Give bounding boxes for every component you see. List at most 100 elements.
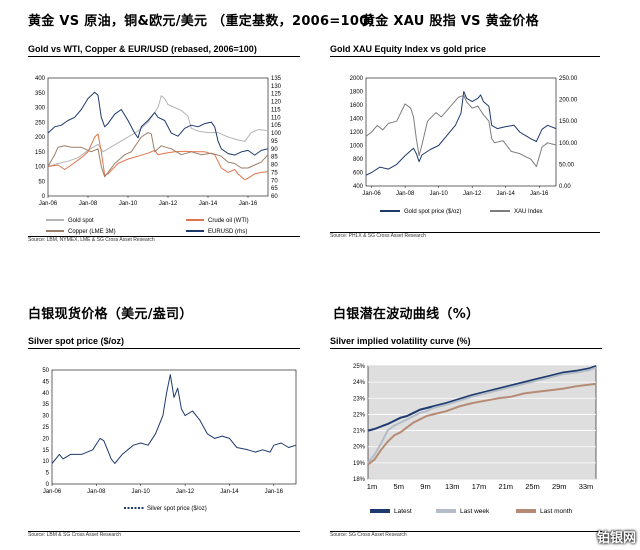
- chart-gold-xau: Gold XAU Equity Index vs gold price 400 6…: [330, 44, 600, 244]
- x-tick-label: 33m: [579, 482, 594, 491]
- y-right-tick-label: 120: [271, 100, 282, 106]
- y-right-tick-label: 115: [271, 107, 281, 113]
- x-tick-label: 17m: [472, 482, 487, 491]
- x-tick-label: Jan-16: [239, 201, 258, 207]
- y-tick-label: 23%: [353, 396, 366, 402]
- y-tick-label: 45: [42, 379, 49, 385]
- y-tick-label: 20%: [353, 445, 366, 451]
- y-right-tick-label: 75: [271, 170, 278, 176]
- heading-gold-xau: 黄金 XAU 股指 VS 黄金价格: [362, 14, 539, 29]
- y-tick-label: 35: [42, 402, 49, 408]
- heading-silver-spot: 白银现货价格（美元/盎司）: [28, 307, 193, 322]
- chart-source: Source: LBM, NYMEX, LME & SG Cross Asset…: [28, 237, 155, 243]
- y-tick-label: 1800: [350, 90, 364, 96]
- y-right-tick-label: 150.00: [559, 119, 578, 125]
- y-right-tick-label: 60: [271, 194, 278, 200]
- y-right-tick-label: 250.00: [559, 76, 578, 82]
- series-line: [51, 374, 297, 464]
- x-tick-label: Jan-12: [159, 201, 178, 207]
- chart-silver-spot: Silver spot price ($/oz) 0 5 10 15 20 25 30 35 4…: [28, 336, 300, 546]
- y-tick-label: 600: [353, 171, 364, 177]
- y-tick-label: 1000: [350, 144, 364, 150]
- y-tick-label: 0: [42, 194, 46, 200]
- x-tick-label: 5m: [394, 482, 404, 491]
- chart-title: Silver spot price ($/oz): [28, 336, 125, 346]
- y-tick-label: 21%: [353, 429, 366, 435]
- chart-title: Gold XAU Equity Index vs gold price: [330, 44, 487, 54]
- legend-label: EURUSD (rhs): [208, 229, 247, 235]
- y-tick-label: 25: [42, 425, 49, 431]
- plot-area: [47, 77, 269, 197]
- legend-label: Last week: [460, 508, 490, 515]
- y-right-tick-label: 95: [271, 139, 278, 145]
- x-tick-label: Jan-10: [132, 489, 151, 495]
- chart-silver-volatility: Silver implied volatility curve (%) 18% 1…: [330, 336, 602, 546]
- x-tick-label: Jan-06: [39, 201, 58, 207]
- y-right-tick-label: 135: [271, 76, 282, 82]
- series-line: [47, 91, 269, 156]
- x-tick-label: Jan-16: [530, 191, 549, 197]
- series-line: [367, 365, 597, 432]
- y-right-tick-label: 65: [271, 186, 278, 192]
- y-right-tick-label: 125: [271, 92, 282, 98]
- series-line: [47, 95, 269, 167]
- y-tick-label: 1400: [350, 117, 364, 123]
- y-right-tick-label: 110: [271, 115, 281, 121]
- y-right-tick-label: 0.00: [559, 184, 571, 190]
- heading-silver-vol: 白银潜在波动曲线（%）: [333, 307, 480, 322]
- x-tick-label: 1m: [367, 482, 377, 491]
- legend-label: Last month: [540, 508, 573, 515]
- chart-title: Silver implied volatility curve (%): [330, 336, 471, 346]
- y-tick-label: 30: [42, 414, 49, 420]
- legend-label: Copper (LME 3M): [68, 229, 116, 235]
- x-tick-label: Jan-06: [43, 489, 62, 495]
- y-right-tick-label: 100.00: [559, 141, 578, 147]
- y-right-tick-label: 85: [271, 155, 278, 161]
- x-tick-label: Jan-16: [265, 489, 284, 495]
- series-line: [365, 91, 557, 176]
- chart-source: Source: SG Cross Asset Research: [330, 532, 407, 538]
- y-right-tick-label: 50.00: [559, 162, 575, 168]
- x-tick-label: 13m: [445, 482, 460, 491]
- y-tick-label: 400: [35, 76, 46, 82]
- legend-label: Crude oil (WTI): [208, 218, 249, 224]
- y-tick-label: 22%: [353, 412, 366, 418]
- y-right-tick-label: 105: [271, 123, 282, 129]
- chart-source: Source: LBM & SG Cross Asset Research: [28, 532, 122, 538]
- y-tick-label: 50: [38, 179, 45, 185]
- x-tick-label: Jan-14: [220, 489, 239, 495]
- legend-label: Latest: [394, 508, 412, 515]
- y-tick-label: 5: [46, 471, 50, 477]
- series-line: [47, 133, 269, 181]
- y-tick-label: 250: [35, 120, 46, 126]
- y-right-tick-label: 130: [271, 84, 282, 90]
- x-tick-label: 9m: [420, 482, 430, 491]
- plot-area: [367, 365, 597, 480]
- x-tick-label: Jan-14: [497, 191, 516, 197]
- y-right-tick-label: 100: [271, 131, 282, 137]
- series-line: [47, 132, 269, 178]
- chart-source: Source: PHLX & SG Cross Asset Research: [330, 233, 426, 239]
- legend-label: Silver spot price ($/oz): [147, 506, 207, 512]
- x-tick-label: Jan-08: [396, 191, 415, 197]
- x-tick-label: Jan-12: [176, 489, 195, 495]
- y-tick-label: 1600: [350, 103, 364, 109]
- chart-svg: 0 5 10 15 20 25 30 35 40 45 50 Jan-06 Jan-08 Jan-10 Ja…: [42, 368, 297, 512]
- series-line: [367, 382, 597, 466]
- y-tick-label: 300: [35, 106, 46, 112]
- heading-gold-vs-oil: 黄金 VS 原油，铜&欧元/美元 （重定基数，2006=100）: [28, 14, 382, 29]
- y-tick-label: 100: [35, 165, 46, 171]
- series-line: [367, 366, 597, 464]
- x-tick-label: Jan-06: [362, 191, 381, 197]
- x-tick-label: 21m: [498, 482, 513, 491]
- plot-area: [365, 77, 557, 187]
- y-tick-label: 25%: [353, 364, 366, 370]
- y-tick-label: 350: [35, 91, 46, 97]
- x-tick-label: Jan-10: [119, 201, 138, 207]
- chart-svg: 18% 19% 20% 21% 22% 23% 24% 25% 1m 5m 9m 13m 17m 21m 2…: [353, 364, 597, 515]
- plot-area: [51, 369, 297, 485]
- x-tick-label: 25m: [525, 482, 540, 491]
- y-tick-label: 1200: [350, 130, 364, 136]
- y-tick-label: 10: [42, 459, 49, 465]
